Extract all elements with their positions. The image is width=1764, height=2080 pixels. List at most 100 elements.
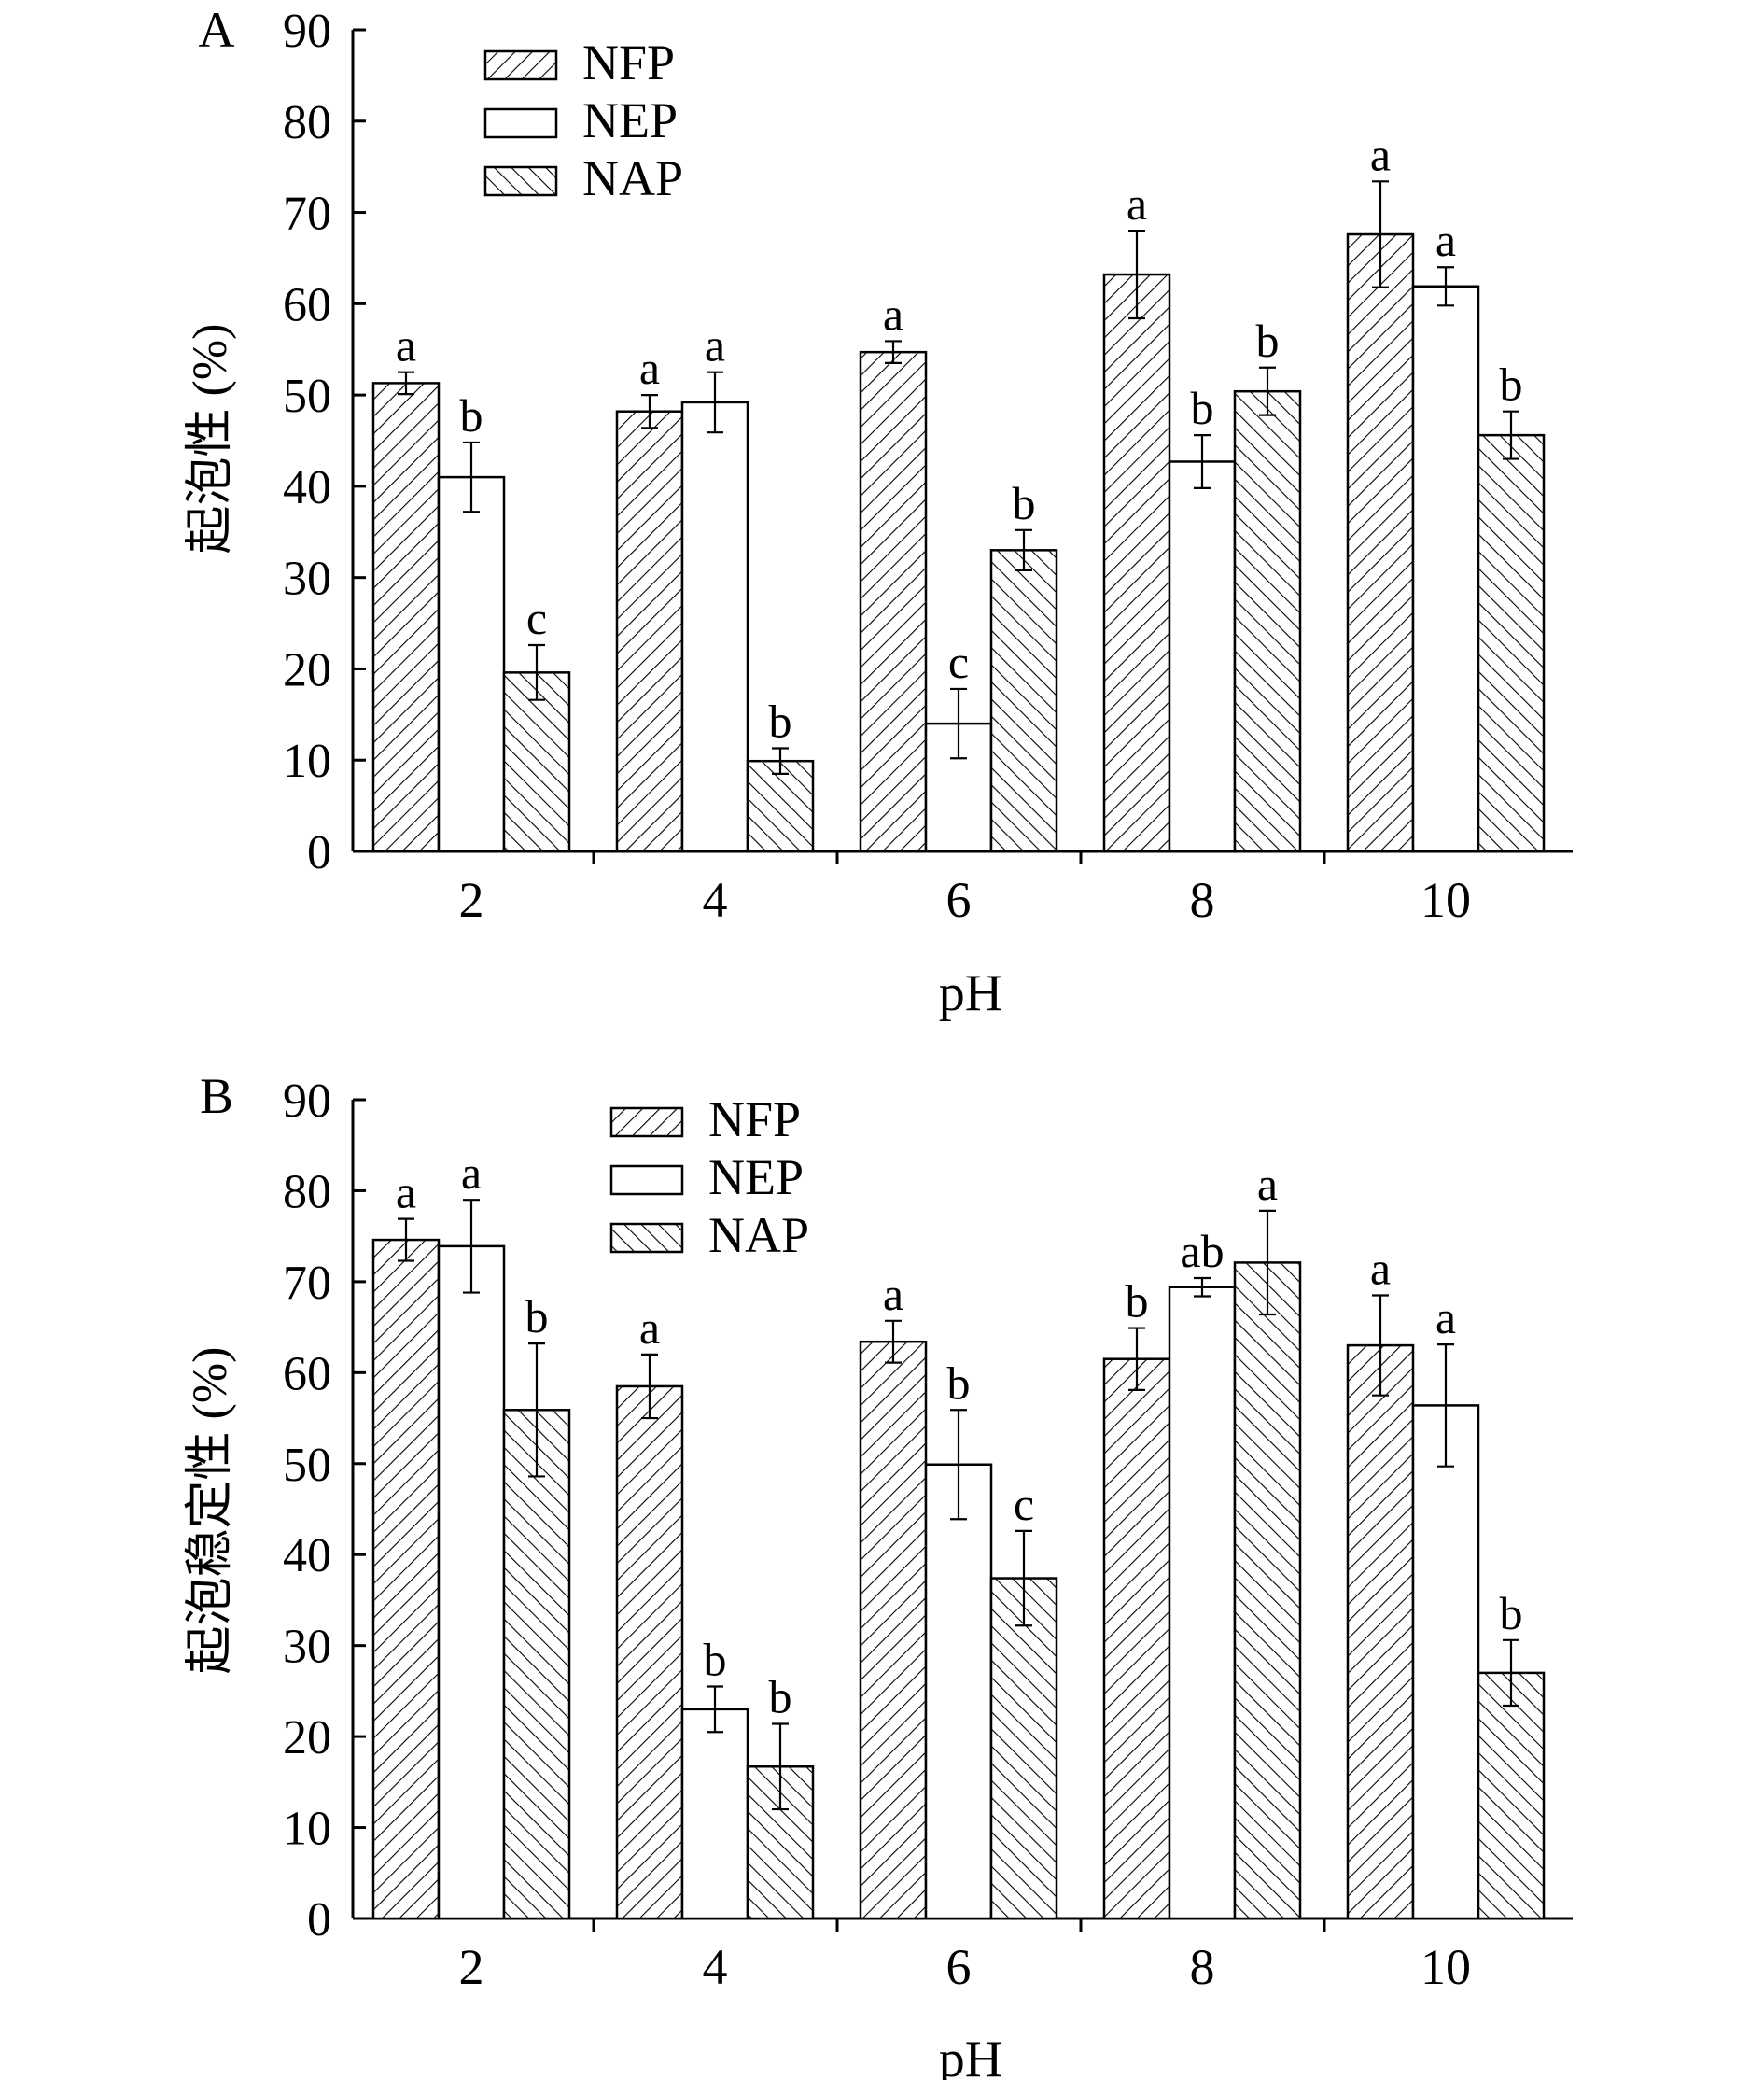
x-tick-label: 6 [946, 1939, 972, 1995]
bar [371, 382, 441, 853]
legend-label: NEP [708, 1149, 804, 1205]
x-tick-label: 8 [1190, 1939, 1215, 1995]
significance-label: b [1013, 477, 1036, 529]
bar [371, 1238, 441, 1920]
x-tick-label: 2 [459, 1939, 484, 1995]
significance-label: b [769, 696, 792, 748]
y-tick-label: 70 [283, 1257, 331, 1310]
significance-label: b [460, 389, 483, 442]
y-tick-label: 50 [283, 370, 331, 423]
x-axis-title: pH [939, 964, 1002, 1022]
x-tick-label: 2 [459, 872, 484, 928]
bar [1477, 433, 1546, 853]
y-tick-label: 20 [283, 1711, 331, 1764]
panel-b: B 起泡稳定性 (%) pH 0 10 20 30 40 50 60 70 80 90 2 4 6 8 10… [184, 1068, 1573, 2080]
significance-label: a [1435, 214, 1456, 266]
bar [859, 1340, 928, 1920]
bar [1102, 273, 1171, 853]
bar [1102, 1357, 1171, 1920]
significance-label: c [1014, 1478, 1034, 1530]
significance-label: b [1256, 315, 1280, 367]
x-tick-label: 10 [1421, 872, 1471, 928]
x-tick-label: 4 [703, 1939, 728, 1995]
y-tick-label: 30 [283, 553, 331, 606]
bar [437, 475, 506, 853]
y-tick-label: 90 [283, 1075, 331, 1128]
x-axis-title: pH [939, 2031, 1002, 2080]
bar [1411, 285, 1480, 853]
bar [989, 1577, 1058, 1920]
bar [924, 1463, 993, 1920]
significance-label: a [639, 342, 660, 394]
bar [1233, 389, 1302, 853]
significance-label: a [1435, 1291, 1456, 1343]
legend-swatch [483, 49, 558, 81]
significance-label: a [639, 1301, 660, 1354]
y-tick-label: 50 [283, 1439, 331, 1492]
significance-label: b [947, 1356, 971, 1409]
bar [746, 759, 815, 853]
y-axis-title: 起泡性 (%) [184, 324, 237, 555]
significance-label: a [1370, 1243, 1391, 1295]
y-tick-label: 20 [283, 643, 331, 696]
bar [615, 410, 684, 853]
y-tick-label: 60 [283, 278, 331, 331]
bar [989, 549, 1058, 853]
significance-label: a [883, 1268, 903, 1320]
bar [1168, 460, 1237, 853]
panel-label: B [200, 1068, 233, 1124]
significance-label: b [1191, 382, 1214, 434]
legend-swatch [609, 1164, 684, 1196]
significance-label: a [883, 288, 903, 340]
significance-label: a [396, 1166, 416, 1218]
legend-label: NFP [582, 35, 675, 91]
legend-swatch [609, 1222, 684, 1254]
bar [1346, 1343, 1415, 1920]
legend-label: NAP [582, 150, 683, 206]
legend-label: NEP [582, 92, 678, 148]
significance-label: b [525, 1290, 549, 1342]
y-tick-label: 30 [283, 1621, 331, 1674]
bar [502, 1409, 571, 1920]
x-tick-label: 4 [703, 872, 728, 928]
y-tick-label: 80 [283, 1165, 331, 1218]
bar [1411, 1404, 1480, 1920]
significance-label: c [948, 636, 969, 688]
bar [680, 401, 749, 853]
significance-label: b [1500, 358, 1523, 411]
bar [437, 1244, 506, 1920]
bar [1346, 232, 1415, 853]
x-tick-label: 8 [1190, 872, 1215, 928]
significance-label: b [704, 1634, 727, 1686]
bar [859, 350, 928, 853]
bar [1168, 1286, 1237, 1920]
y-tick-label: 60 [283, 1347, 331, 1400]
legend-label: NAP [708, 1207, 809, 1263]
legend-swatch [609, 1106, 684, 1138]
significance-label: a [1127, 177, 1147, 230]
significance-label: a [1370, 128, 1391, 180]
bar [680, 1708, 749, 1920]
significance-label: a [705, 319, 725, 372]
y-tick-label: 0 [307, 826, 331, 879]
y-tick-label: 0 [307, 1893, 331, 1946]
y-tick-label: 80 [283, 96, 331, 149]
legend-swatch [483, 165, 558, 197]
panel-label: A [199, 2, 235, 58]
y-tick-label: 10 [283, 1803, 331, 1856]
y-tick-label: 70 [283, 188, 331, 241]
y-tick-label: 90 [283, 5, 331, 58]
y-axis-title: 起泡稳定性 (%) [184, 1347, 237, 1675]
x-tick-label: 6 [946, 872, 972, 928]
legend-label: NFP [708, 1091, 801, 1147]
bar [1477, 1671, 1546, 1920]
bar [615, 1384, 684, 1920]
significance-label: a [461, 1146, 482, 1199]
significance-label: ab [1180, 1225, 1224, 1277]
